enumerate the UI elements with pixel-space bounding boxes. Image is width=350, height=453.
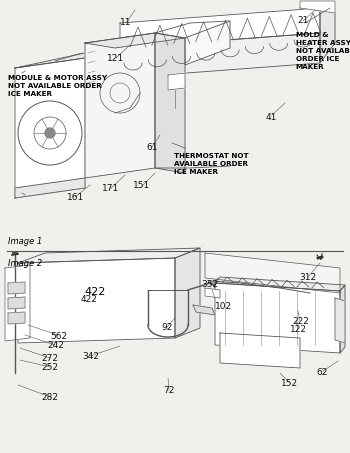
Polygon shape — [215, 283, 340, 353]
Text: 151: 151 — [133, 181, 150, 190]
Text: 342: 342 — [82, 352, 99, 361]
Text: Image 1: Image 1 — [8, 237, 42, 246]
Text: MODULE & MOTOR ASSY
NOT AVAILABLE ORDER
ICE MAKER: MODULE & MOTOR ASSY NOT AVAILABLE ORDER … — [8, 75, 107, 97]
Text: 21: 21 — [297, 16, 308, 25]
Text: 242: 242 — [47, 341, 64, 350]
Text: THERMOSTAT NOT
AVAILABLE ORDER
ICE MAKER: THERMOSTAT NOT AVAILABLE ORDER ICE MAKER — [174, 153, 249, 175]
Text: 11: 11 — [120, 18, 132, 27]
Polygon shape — [120, 8, 320, 48]
Text: 161: 161 — [66, 193, 84, 202]
Polygon shape — [168, 73, 185, 90]
Polygon shape — [320, 8, 335, 63]
Text: 222: 222 — [292, 317, 309, 326]
Polygon shape — [15, 178, 85, 198]
Polygon shape — [175, 248, 200, 338]
Polygon shape — [215, 277, 345, 291]
Text: 562: 562 — [50, 332, 67, 341]
Polygon shape — [85, 33, 185, 48]
Polygon shape — [15, 58, 85, 198]
Polygon shape — [205, 253, 340, 293]
Polygon shape — [8, 282, 25, 294]
Polygon shape — [8, 312, 25, 324]
Polygon shape — [185, 21, 230, 65]
Polygon shape — [18, 248, 200, 263]
Text: 312: 312 — [300, 273, 316, 282]
Text: 122: 122 — [290, 325, 307, 334]
Circle shape — [45, 128, 55, 138]
Text: 121: 121 — [107, 54, 124, 63]
Text: 252: 252 — [42, 363, 58, 372]
Text: 272: 272 — [42, 354, 58, 363]
Polygon shape — [205, 288, 220, 298]
Text: 102: 102 — [216, 302, 232, 311]
Text: 422: 422 — [84, 287, 106, 297]
Text: 171: 171 — [102, 184, 119, 193]
Polygon shape — [15, 43, 155, 68]
Polygon shape — [155, 33, 185, 173]
Polygon shape — [335, 298, 345, 343]
Text: 41: 41 — [266, 113, 277, 122]
Text: 61: 61 — [147, 143, 158, 152]
Polygon shape — [8, 297, 25, 309]
Circle shape — [18, 101, 82, 165]
Text: 422: 422 — [81, 295, 98, 304]
Polygon shape — [18, 258, 175, 343]
Polygon shape — [193, 305, 215, 315]
Text: 72: 72 — [163, 386, 175, 395]
Text: 352: 352 — [202, 280, 218, 289]
Text: 282: 282 — [42, 393, 58, 402]
Polygon shape — [120, 33, 320, 78]
Polygon shape — [5, 265, 30, 341]
Text: 152: 152 — [281, 379, 298, 388]
Polygon shape — [340, 285, 345, 353]
Polygon shape — [85, 33, 155, 178]
Text: 62: 62 — [316, 368, 328, 377]
Text: MOLD &
HEATER ASSY
NOT AVAILABLE
ORDER ICE
MAKER: MOLD & HEATER ASSY NOT AVAILABLE ORDER I… — [296, 32, 350, 70]
Text: 92: 92 — [162, 323, 173, 332]
Polygon shape — [300, 1, 335, 13]
Polygon shape — [220, 333, 300, 368]
Text: Image 2: Image 2 — [8, 260, 42, 269]
